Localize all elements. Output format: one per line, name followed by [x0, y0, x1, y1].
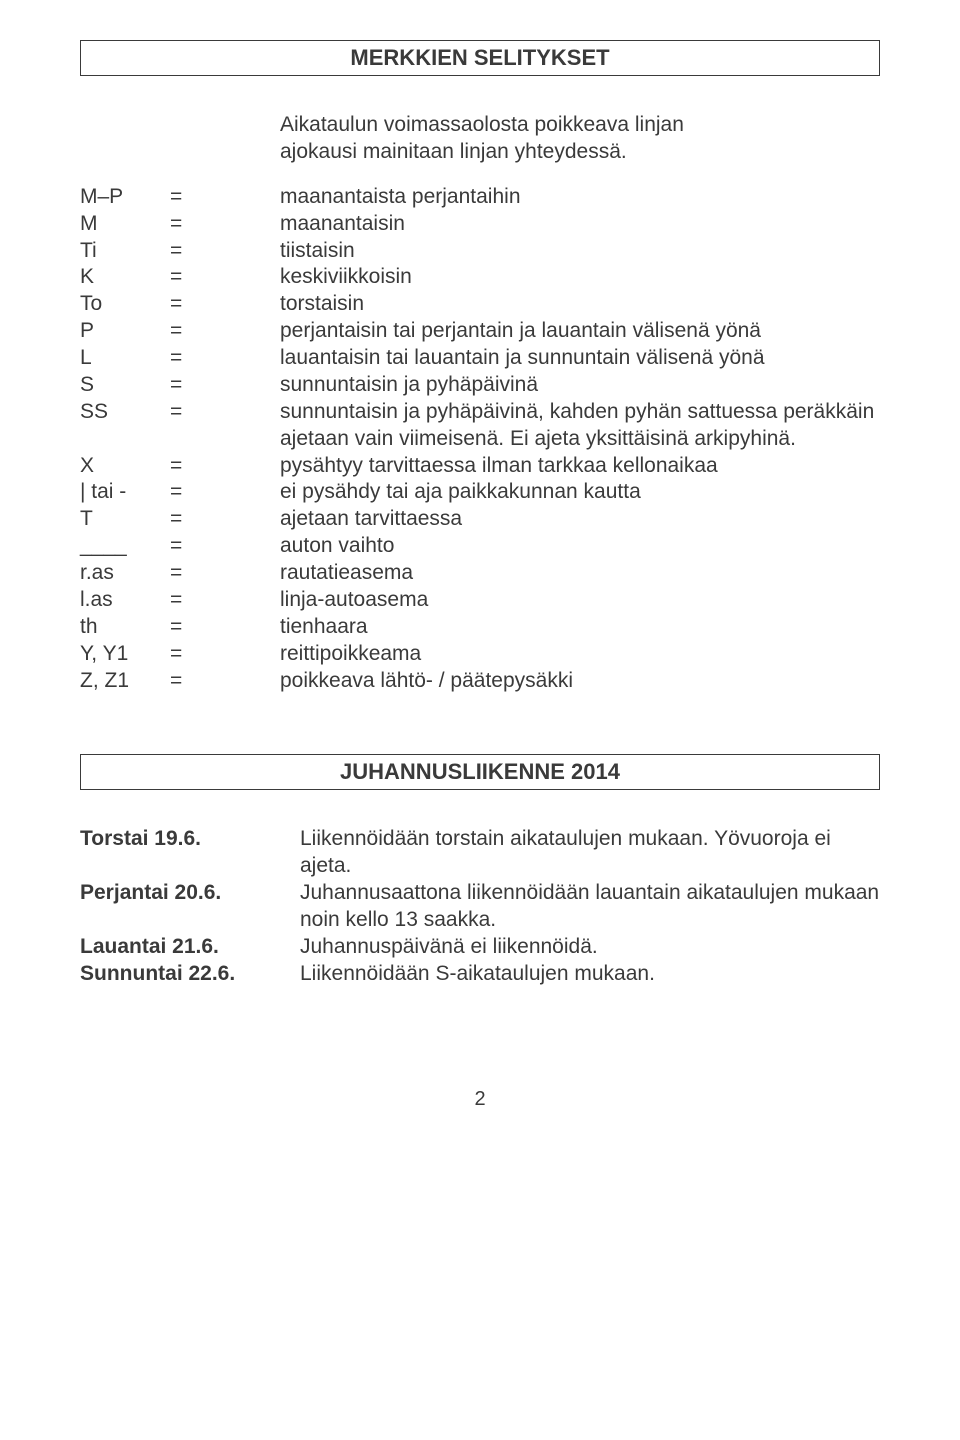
legend-desc: sunnuntaisin ja pyhäpäivinä, kahden pyhä… [280, 399, 880, 453]
schedule-desc: Juhannuspäivänä ei liikennöidä. [300, 934, 880, 961]
legend-row: r.as= rautatieasema [80, 560, 880, 587]
legend-row: Z, Z1= poikkeava lähtö- / päätepysäkki [80, 668, 880, 695]
schedule-row: Sunnuntai 22.6.Liikennöidään S-aikataulu… [80, 961, 880, 988]
legend-key: | tai - [80, 479, 170, 506]
legend-desc: sunnuntaisin ja pyhäpäivinä [280, 372, 880, 399]
legend-equals: = [170, 587, 200, 614]
legend-desc: tiistaisin [280, 238, 880, 265]
legend-desc: pysähtyy tarvittaessa ilman tarkkaa kell… [280, 453, 880, 480]
page-number: 2 [80, 1088, 880, 1111]
legend-desc: maanantaisin [280, 211, 880, 238]
legend-key: l.as [80, 587, 170, 614]
legend-key: Z, Z1 [80, 668, 170, 695]
legend-desc: tienhaara [280, 614, 880, 641]
legend-equals: = [170, 479, 200, 506]
legend-desc: torstaisin [280, 291, 880, 318]
legend-desc: perjantaisin tai perjantain ja lauantain… [280, 318, 880, 345]
intro-line: Aikataulun voimassaolosta poikkeava linj… [280, 112, 880, 139]
legend-equals: = [170, 372, 200, 399]
legend-row: L= lauantaisin tai lauantain ja sunnuntai… [80, 345, 880, 372]
legend-key: th [80, 614, 170, 641]
legend-equals: = [170, 614, 200, 641]
legend-desc: keskiviikkoisin [280, 264, 880, 291]
legend-equals: = [170, 211, 200, 238]
schedule-key: Perjantai 20.6. [80, 880, 300, 907]
legend-row: ____= auton vaihto [80, 533, 880, 560]
legend-equals: = [170, 238, 200, 265]
legend-desc: reittipoikkeama [280, 641, 880, 668]
legend-key: M [80, 211, 170, 238]
legend-row: T= ajetaan tarvittaessa [80, 506, 880, 533]
legend-row: To= torstaisin [80, 291, 880, 318]
legend-equals: = [170, 533, 200, 560]
legend-desc: linja-autoasema [280, 587, 880, 614]
legend-desc: ajetaan tarvittaessa [280, 506, 880, 533]
legend-key: Ti [80, 238, 170, 265]
legend-list: M–P=maanantaista perjantaihinM=maanantai… [80, 184, 880, 695]
legend-row: P= perjantaisin tai perjantain ja lauanta… [80, 318, 880, 345]
schedule-desc: Juhannusaattona liikennöidään lauantain … [300, 880, 880, 934]
legend-row: S= sunnuntaisin ja pyhäpäivinä [80, 372, 880, 399]
legend-desc: lauantaisin tai lauantain ja sunnuntain … [280, 345, 880, 372]
legend-equals: = [170, 668, 200, 695]
schedule-row: Perjantai 20.6.Juhannusaattona liikennöi… [80, 880, 880, 934]
legend-key: L [80, 345, 170, 372]
legend-equals: = [170, 291, 200, 318]
schedule-key: Sunnuntai 22.6. [80, 961, 300, 988]
legend-key: M–P [80, 184, 170, 211]
legend-equals: = [170, 506, 200, 533]
schedule-row: Torstai 19.6.Liikennöidään torstain aika… [80, 826, 880, 880]
legend-key: SS [80, 399, 170, 426]
legend-equals: = [170, 264, 200, 291]
legend-row: | tai -= ei pysähdy tai aja paikkakunnan … [80, 479, 880, 506]
schedule-key: Lauantai 21.6. [80, 934, 300, 961]
legend-desc: ei pysähdy tai aja paikkakunnan kautta [280, 479, 880, 506]
intro-line: ajokausi mainitaan linjan yhteydessä. [280, 139, 880, 166]
legend-row: Y, Y1= reittipoikkeama [80, 641, 880, 668]
legend-key: Y, Y1 [80, 641, 170, 668]
legend-equals: = [170, 318, 200, 345]
legend-desc: rautatieasema [280, 560, 880, 587]
legend-equals: = [170, 453, 200, 480]
legend-key: X [80, 453, 170, 480]
intro-text: Aikataulun voimassaolosta poikkeava linj… [280, 112, 880, 166]
legend-equals: = [170, 641, 200, 668]
legend-row: SS= sunnuntaisin ja pyhäpäivinä, kahden p… [80, 399, 880, 453]
legend-row: th= tienhaara [80, 614, 880, 641]
legend-row: X= pysähtyy tarvittaessa ilman tarkkaa ke… [80, 453, 880, 480]
legend-row: K= keskiviikkoisin [80, 264, 880, 291]
section2-title-box: JUHANNUSLIIKENNE 2014 [80, 754, 880, 790]
legend-equals: = [170, 560, 200, 587]
schedule-desc: Liikennöidään S-aikataulujen mukaan. [300, 961, 880, 988]
legend-row: M–P= maanantaista perjantaihin [80, 184, 880, 211]
section-title-box: MERKKIEN SELITYKSET [80, 40, 880, 76]
schedule-desc: Liikennöidään torstain aikataulujen muka… [300, 826, 880, 880]
legend-equals: = [170, 399, 200, 426]
legend-desc: maanantaista perjantaihin [280, 184, 880, 211]
legend-key: r.as [80, 560, 170, 587]
legend-key: S [80, 372, 170, 399]
legend-row: l.as= linja-autoasema [80, 587, 880, 614]
legend-key: T [80, 506, 170, 533]
legend-key: P [80, 318, 170, 345]
legend-key: ____ [80, 533, 170, 560]
legend-key: To [80, 291, 170, 318]
legend-desc: auton vaihto [280, 533, 880, 560]
schedule-row: Lauantai 21.6.Juhannuspäivänä ei liikenn… [80, 934, 880, 961]
schedule-list: Torstai 19.6.Liikennöidään torstain aika… [80, 826, 880, 987]
legend-equals: = [170, 345, 200, 372]
legend-key: K [80, 264, 170, 291]
legend-equals: = [170, 184, 200, 211]
legend-desc: poikkeava lähtö- / päätepysäkki [280, 668, 880, 695]
legend-row: Ti= tiistaisin [80, 238, 880, 265]
schedule-key: Torstai 19.6. [80, 826, 300, 853]
legend-row: M= maanantaisin [80, 211, 880, 238]
